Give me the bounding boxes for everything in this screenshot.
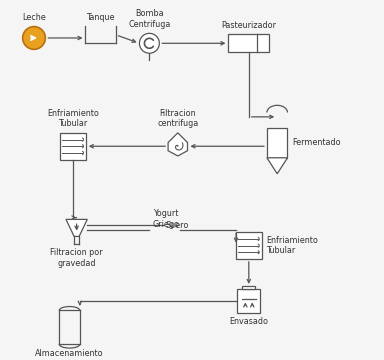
Bar (237, 289, 260, 313)
Text: Almacenamiento: Almacenamiento (35, 349, 104, 358)
Polygon shape (168, 133, 187, 156)
Bar (60, 133, 86, 159)
Text: Filtracion por
gravedad: Filtracion por gravedad (50, 248, 103, 267)
Text: Bomba
Centrifuga: Bomba Centrifuga (128, 9, 170, 29)
Text: Yogurt
Griego: Yogurt Griego (153, 209, 180, 229)
Circle shape (23, 27, 45, 49)
Text: Filtracion
centrifuga: Filtracion centrifuga (157, 109, 199, 128)
Text: Fermentado: Fermentado (292, 138, 340, 147)
Text: Envasado: Envasado (229, 318, 268, 327)
Text: Tanque: Tanque (86, 13, 115, 22)
Bar (242, 286, 255, 289)
Text: Suero: Suero (166, 221, 189, 230)
Text: Pasteurizador: Pasteurizador (221, 21, 276, 30)
Bar (228, 35, 269, 52)
Text: Leche: Leche (22, 13, 46, 22)
Text: Enfriamiento
Tubular: Enfriamiento Tubular (47, 109, 99, 128)
Bar (236, 232, 262, 259)
Circle shape (139, 33, 159, 53)
Polygon shape (267, 158, 288, 174)
Polygon shape (66, 219, 87, 237)
Bar (267, 127, 288, 158)
Text: Enfriamiento
Tubular: Enfriamiento Tubular (266, 236, 318, 255)
